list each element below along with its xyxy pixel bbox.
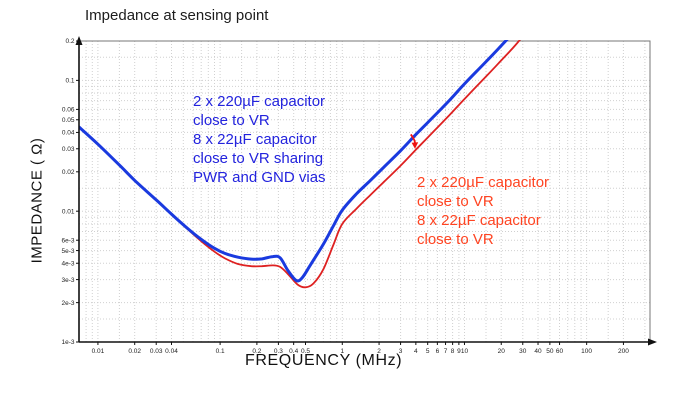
svg-text:3: 3 bbox=[399, 348, 403, 355]
svg-text:0.05: 0.05 bbox=[62, 117, 75, 124]
x-tick-labels: 0.01 0.02 0.03 0.04 0.1 0.2 0.3 0.4 0.5 1 2 3 4 5 6 7 8 9… bbox=[92, 342, 629, 355]
svg-text:0.01: 0.01 bbox=[92, 348, 105, 355]
svg-text:5: 5 bbox=[426, 348, 430, 355]
svg-text:0.5: 0.5 bbox=[301, 348, 310, 355]
axes bbox=[78, 39, 652, 343]
svg-text:4: 4 bbox=[414, 348, 418, 355]
svg-text:6e-3: 6e-3 bbox=[61, 237, 74, 244]
svg-text:2: 2 bbox=[377, 348, 381, 355]
svg-text:0.2: 0.2 bbox=[252, 348, 261, 355]
svg-text:0.04: 0.04 bbox=[165, 348, 178, 355]
svg-text:0.03: 0.03 bbox=[150, 348, 163, 355]
annotation-line: 8 x 22µF capacitor bbox=[193, 131, 317, 148]
svg-text:20: 20 bbox=[498, 348, 506, 355]
annotation-line: close to VR bbox=[417, 193, 494, 210]
svg-text:9: 9 bbox=[457, 348, 461, 355]
svg-text:7: 7 bbox=[444, 348, 448, 355]
svg-text:50: 50 bbox=[546, 348, 554, 355]
svg-text:0.1: 0.1 bbox=[65, 78, 74, 85]
y-axis-title: IMPEDANCE ( Ω) bbox=[28, 137, 46, 264]
svg-text:1: 1 bbox=[340, 348, 344, 355]
svg-text:40: 40 bbox=[534, 348, 542, 355]
svg-text:0.01: 0.01 bbox=[62, 208, 75, 215]
svg-text:0.3: 0.3 bbox=[274, 348, 283, 355]
svg-text:0.06: 0.06 bbox=[62, 107, 75, 114]
annotation-line: close to VR bbox=[417, 231, 494, 248]
x-axis-arrow-icon bbox=[648, 338, 657, 346]
svg-text:4e-3: 4e-3 bbox=[61, 260, 74, 267]
svg-text:0.4: 0.4 bbox=[289, 348, 298, 355]
annotation-line: PWR and GND vias bbox=[193, 169, 326, 186]
svg-text:1e-3: 1e-3 bbox=[61, 339, 74, 346]
svg-text:60: 60 bbox=[556, 348, 564, 355]
annotation-line: close to VR sharing bbox=[193, 150, 324, 167]
grid-lines bbox=[78, 40, 650, 343]
x-axis-title: FREQUENCY (MHz) bbox=[245, 352, 403, 369]
y-tick-labels: 0.2 0.1 0.06 0.05 0.04 0.03 0.02 0.01 6e-3 5e-3 4e… bbox=[61, 38, 79, 346]
svg-text:0.03: 0.03 bbox=[62, 146, 75, 153]
svg-text:100: 100 bbox=[581, 348, 592, 355]
svg-text:8: 8 bbox=[451, 348, 455, 355]
red-series-annotation: 2 x 220µF capacitor close to VR 8 x 22µF… bbox=[417, 173, 549, 249]
svg-text:200: 200 bbox=[618, 348, 629, 355]
svg-text:5e-3: 5e-3 bbox=[61, 248, 74, 255]
chart-title: Impedance at sensing point bbox=[85, 7, 269, 24]
svg-text:0.02: 0.02 bbox=[62, 169, 75, 176]
svg-text:0.1: 0.1 bbox=[216, 348, 225, 355]
svg-text:2e-3: 2e-3 bbox=[61, 300, 74, 307]
svg-text:0.04: 0.04 bbox=[62, 130, 75, 137]
shift-arrow-icon bbox=[410, 133, 419, 149]
annotation-line: 2 x 220µF capacitor bbox=[417, 174, 550, 191]
svg-text:0.2: 0.2 bbox=[65, 38, 74, 45]
svg-text:10: 10 bbox=[461, 348, 469, 355]
svg-text:0.02: 0.02 bbox=[128, 348, 141, 355]
blue-series-annotation: 2 x 220µF capacitor close to VR 8 x 22µF… bbox=[193, 92, 326, 187]
blue-curve bbox=[79, 40, 509, 283]
svg-text:6: 6 bbox=[436, 348, 440, 355]
svg-text:30: 30 bbox=[519, 348, 527, 355]
annotation-line: close to VR bbox=[193, 112, 270, 129]
svg-text:3e-3: 3e-3 bbox=[61, 277, 74, 284]
annotation-line: 8 x 22µF capacitor bbox=[417, 212, 541, 229]
annotation-line: 2 x 220µF capacitor bbox=[193, 93, 326, 110]
